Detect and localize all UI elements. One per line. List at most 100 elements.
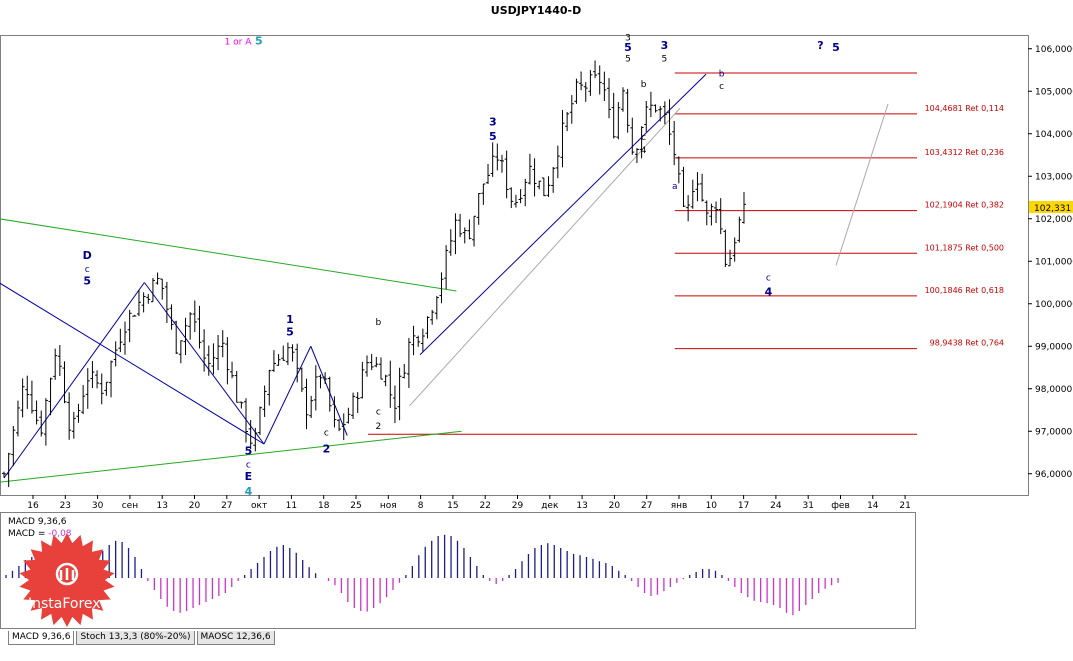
candle <box>267 369 272 406</box>
candle <box>290 344 295 362</box>
candle <box>611 92 616 139</box>
candle <box>337 419 342 432</box>
x-tick-label: 14 <box>867 501 879 511</box>
y-tick-label: 101,0000 <box>1035 257 1073 267</box>
candle <box>271 350 276 372</box>
candle <box>62 361 67 404</box>
candle <box>48 377 53 416</box>
candle <box>597 65 602 95</box>
candle <box>607 78 612 119</box>
macd-value: -0,08 <box>48 529 72 539</box>
tab-maosc[interactable]: MAOSC 12,36,6 <box>196 631 275 645</box>
wave-label: 5 <box>489 130 497 143</box>
candle <box>183 317 188 356</box>
candle <box>225 337 230 385</box>
candle <box>574 78 579 104</box>
wave-label: b <box>641 80 647 90</box>
wave-label: a <box>672 182 678 192</box>
candle <box>113 341 118 367</box>
tab-macd[interactable]: MACD 9,36,6 <box>8 631 75 645</box>
candle <box>388 360 393 408</box>
candle <box>146 293 151 304</box>
x-tick-label: фев <box>831 501 850 511</box>
candle <box>444 245 449 290</box>
candle <box>425 316 430 339</box>
upper-triangle-line <box>0 218 457 292</box>
candle <box>569 95 574 124</box>
x-tick-label: 22 <box>479 501 490 511</box>
candle <box>169 304 174 330</box>
candle <box>164 281 169 324</box>
candle <box>355 392 360 413</box>
wave-label: 2 <box>323 443 331 456</box>
candle <box>341 413 346 441</box>
candle <box>648 91 653 118</box>
wave-label: c <box>719 82 724 92</box>
candle <box>29 380 34 414</box>
candle <box>299 367 304 393</box>
candle <box>551 166 556 193</box>
wave-label: 5 <box>624 41 632 54</box>
candle <box>537 180 542 190</box>
candle <box>365 355 370 377</box>
candle <box>593 60 598 79</box>
chart-title: USDJPY1440-D <box>491 4 581 17</box>
tab-stoch[interactable]: Stoch 13,3,3 (80%-20%) <box>76 631 195 645</box>
candle <box>234 370 239 403</box>
x-tick-label: сен <box>122 501 138 511</box>
candle <box>309 395 314 419</box>
candle <box>709 203 714 226</box>
candle <box>472 215 477 247</box>
fib-label: 98,9438 Ret 0,764 <box>930 339 1004 348</box>
candle <box>476 193 481 225</box>
candle <box>579 71 584 91</box>
candle <box>127 309 132 343</box>
fib-label: 102,1904 Ret 0,382 <box>925 201 1004 210</box>
candle <box>672 120 677 166</box>
x-tick-label: янв <box>671 501 688 511</box>
x-tick-label: 31 <box>802 501 813 511</box>
candle <box>700 173 705 202</box>
x-tick-label: 23 <box>60 501 71 511</box>
candle <box>658 106 663 122</box>
wave-label: 5 <box>245 445 253 458</box>
candle <box>523 178 528 207</box>
wave-label: ? <box>817 39 823 52</box>
x-tick-label: 24 <box>770 501 782 511</box>
main-panel-frame <box>0 35 1029 496</box>
wave-line <box>263 346 312 445</box>
candle <box>625 88 630 133</box>
candle <box>2 471 6 478</box>
candle <box>681 166 686 208</box>
wave-label: 1 or A <box>225 38 253 48</box>
fibonacci-levels: 104,4681 Ret 0,114 103,4312 Ret 0,236 102,… <box>368 72 1004 435</box>
y-tick-label: 96,0000 <box>1035 470 1072 480</box>
projection-line <box>835 103 889 266</box>
candle <box>690 179 695 209</box>
wedge-line <box>0 282 265 445</box>
price-axis: 106,0000 105,0000 104,0000 103,0000 102,0000… <box>1028 45 1073 480</box>
x-tick-label: 10 <box>706 501 718 511</box>
logo-text: InstaForex <box>28 596 101 612</box>
wave-label: c <box>324 429 329 439</box>
candle <box>39 410 44 437</box>
candle <box>197 305 202 349</box>
candle <box>416 335 421 347</box>
candle <box>499 154 504 173</box>
candle <box>155 272 160 285</box>
candle <box>583 82 588 102</box>
candle <box>420 328 425 352</box>
wave-label: 3 <box>625 33 631 43</box>
candle <box>323 372 328 384</box>
x-tick-label: 11 <box>286 501 297 511</box>
candle <box>174 320 179 355</box>
candle <box>104 381 109 396</box>
y-tick-label: 98,0000 <box>1035 385 1072 395</box>
candle <box>160 278 165 300</box>
candle <box>504 150 509 199</box>
candle <box>467 219 472 240</box>
candle <box>458 213 463 238</box>
channel-line <box>419 73 707 356</box>
